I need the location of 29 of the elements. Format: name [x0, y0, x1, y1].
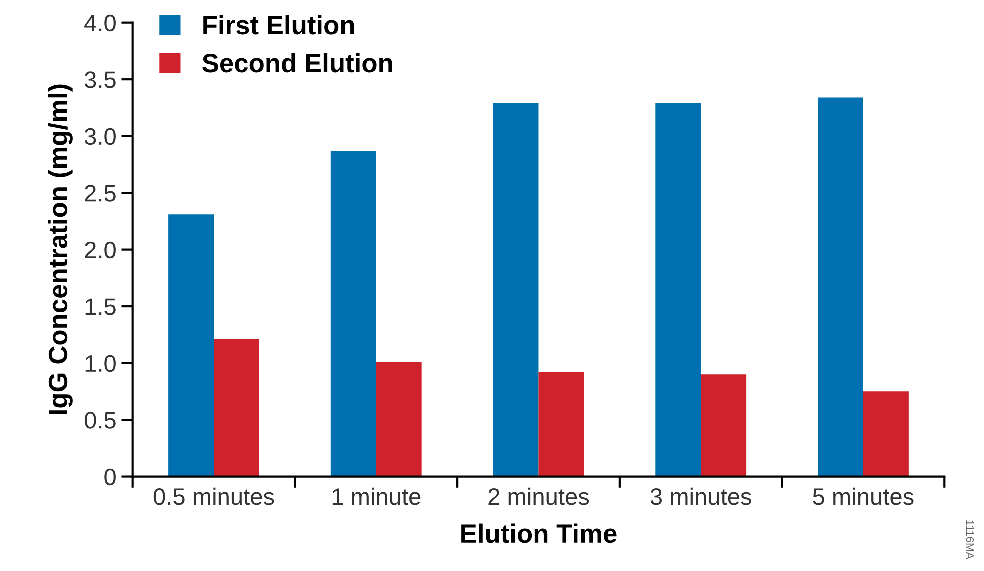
y-tick-label: 2.5: [85, 185, 116, 202]
y-tick-label: 3.0: [84, 128, 116, 146]
bar: [818, 98, 864, 477]
legend-label: First Elution: [204, 15, 354, 35]
bar: [330, 151, 376, 477]
bar: [168, 214, 214, 477]
bar: [538, 372, 584, 477]
bar: [376, 362, 422, 477]
x-tick-label: 5 minutes: [813, 488, 914, 506]
bar: [656, 103, 702, 477]
x-tick-label: 0.5 minutes: [154, 488, 274, 506]
x-tick-label: 2 minutes: [488, 488, 590, 506]
x-tick-label: 3 minutes: [650, 488, 752, 506]
y-tick-label: 1.5: [86, 298, 116, 316]
y-tick-label: 2.0: [85, 242, 116, 259]
y-tick-label: 3.5: [84, 72, 116, 88]
y-tick-label: 1.0: [86, 355, 116, 372]
bar: [214, 339, 260, 477]
legend-label: Second Elution: [202, 53, 392, 73]
y-tick-label: 4.0: [84, 14, 116, 32]
bar: [493, 103, 539, 477]
x-tick-label: 1 minute: [332, 488, 421, 506]
bar: [701, 374, 747, 477]
text: 1116MA: [966, 520, 974, 560]
y-axis-title: IgG Concentration (mg/ml): [48, 84, 73, 414]
y-tick-label: 0: [104, 468, 116, 486]
bar: [863, 392, 909, 477]
x-axis-title: Elution Time: [462, 524, 617, 544]
y-tick-label: 0.5: [84, 412, 116, 429]
